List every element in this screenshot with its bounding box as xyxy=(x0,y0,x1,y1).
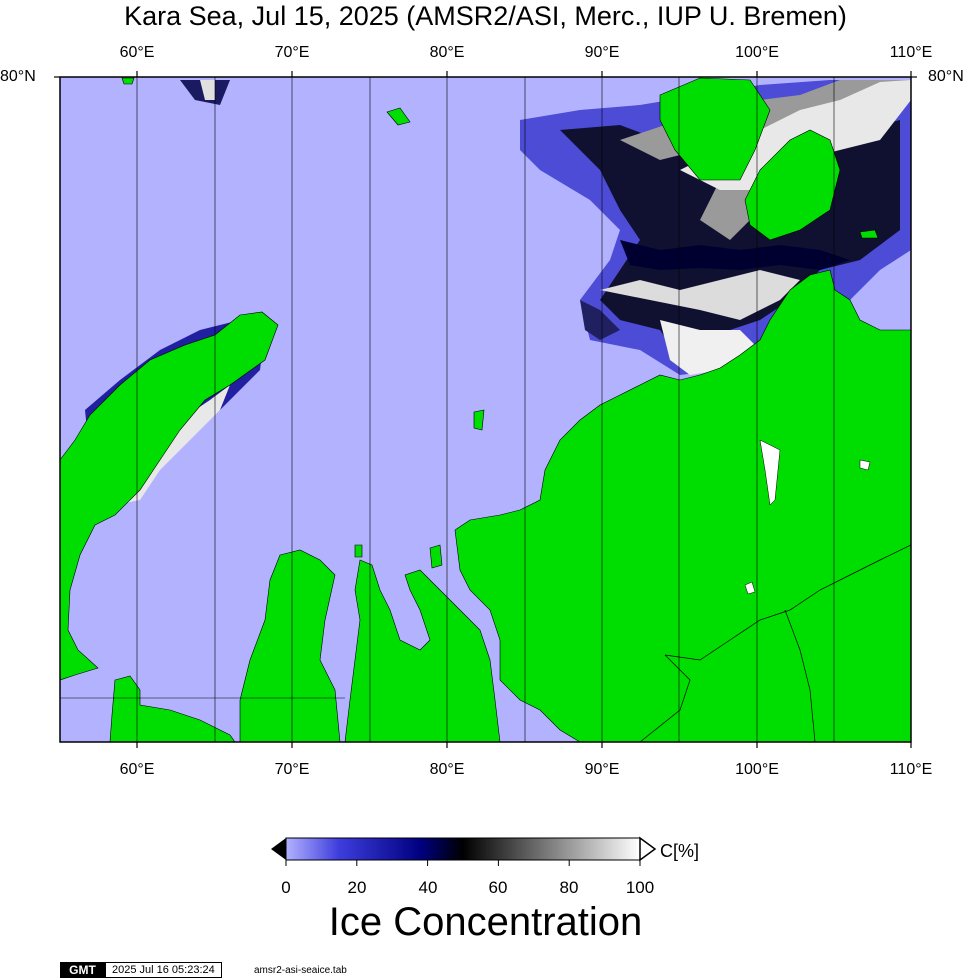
bottom-lon-label: 90°E xyxy=(584,761,620,778)
mainland xyxy=(454,269,911,742)
island xyxy=(429,544,443,569)
map-frame xyxy=(59,76,912,743)
lat-label-left: 80°N xyxy=(0,68,36,85)
severnaya-zemlya xyxy=(659,77,771,181)
colorbar-max-arrow xyxy=(639,836,657,862)
island xyxy=(473,409,485,431)
lake xyxy=(859,459,871,471)
island xyxy=(386,107,411,126)
colorbar-tick: 40 xyxy=(418,878,438,897)
border-line xyxy=(784,609,816,742)
novaya-zemlya xyxy=(60,311,279,681)
top-lon-label: 70°E xyxy=(274,44,310,61)
colorbar-tick: 0 xyxy=(281,878,291,897)
top-lon-label: 100°E xyxy=(735,44,779,61)
colorbar-tick: 60 xyxy=(488,878,508,897)
top-lon-label: 80°E xyxy=(429,44,465,61)
severnaya-zemlya xyxy=(744,129,841,241)
colorbar-gradient xyxy=(285,837,641,861)
bottom-lon-label: 100°E xyxy=(735,761,779,778)
timestamp: 2025 Jul 16 05:23:24 xyxy=(105,962,222,978)
border-line xyxy=(639,654,691,742)
bottom-lon-label: 70°E xyxy=(274,761,310,778)
top-lon-label: 90°E xyxy=(584,44,620,61)
top-lon-label: 60°E xyxy=(119,44,155,61)
lake xyxy=(759,439,781,506)
island xyxy=(859,229,879,239)
graticule xyxy=(60,77,835,742)
mainland xyxy=(344,559,501,742)
island xyxy=(354,544,363,558)
lake xyxy=(744,581,756,595)
border-line xyxy=(664,544,911,661)
colorbar-title: Ice Concentration xyxy=(328,900,643,944)
source-file: amsr2-asi-seaice.tab xyxy=(254,965,347,976)
gmt-logo: GMT xyxy=(60,962,105,978)
mainland xyxy=(239,549,341,742)
top-lon-label: 110°E xyxy=(889,44,933,61)
bottom-lon-label: 80°E xyxy=(429,761,465,778)
colorbar-unit: C[%] xyxy=(660,841,700,861)
colorbar-tick: 80 xyxy=(559,878,579,897)
colorbar-min-arrow xyxy=(271,838,286,860)
map-title: Kara Sea, Jul 15, 2025 (AMSR2/ASI, Merc.… xyxy=(124,1,847,31)
lat-label-right: 80°N xyxy=(928,68,964,85)
island xyxy=(121,77,135,85)
colorbar-tick: 20 xyxy=(347,878,367,897)
bottom-lon-label: 60°E xyxy=(119,761,155,778)
colorbar xyxy=(271,836,657,866)
colorbar-tick: 100 xyxy=(625,878,655,897)
mainland xyxy=(109,675,236,742)
bottom-lon-label: 110°E xyxy=(889,761,933,778)
